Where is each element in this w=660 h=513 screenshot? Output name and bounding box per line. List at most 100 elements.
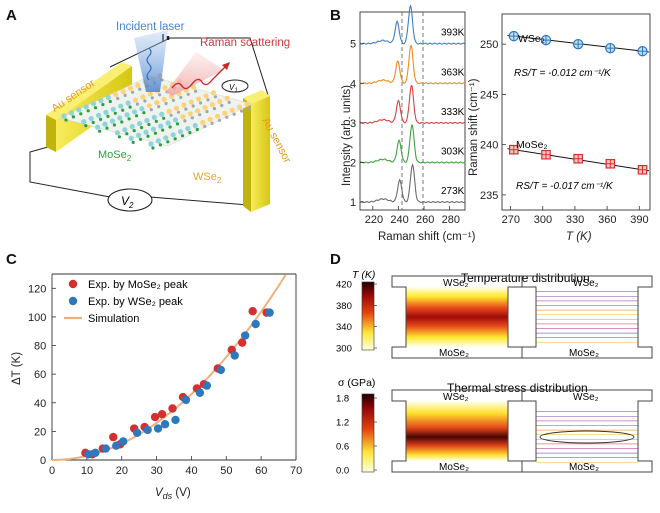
- mose2-exp-point: [109, 432, 118, 442]
- wse2-exp-point: [171, 415, 180, 425]
- c-legend: Exp. by MoSe₂ peak Exp. by WSe₂ peak Sim…: [64, 279, 188, 325]
- spectra-xtick-label: 260: [416, 214, 434, 226]
- mose2-atom: [139, 106, 145, 112]
- wse2-atom: [171, 98, 175, 102]
- voltmeter-v1: V1: [221, 79, 249, 94]
- c-ylabel: ΔT (K): [11, 352, 23, 385]
- mose2-atom: [158, 143, 162, 147]
- legend-wse2-marker: [68, 296, 78, 306]
- stress-map-device: WSe₂ MoSe₂: [391, 389, 523, 473]
- mose2-atom: [90, 101, 97, 107]
- lattice-atoms: [61, 73, 251, 150]
- wse2-atom: [135, 102, 140, 106]
- spectrum-label-363K: 363K: [441, 67, 465, 78]
- wse2-exp-point: [216, 365, 226, 375]
- wse2-atom: [200, 119, 206, 126]
- mose2-atom: [163, 135, 169, 141]
- wse2-atom: [190, 116, 194, 120]
- spectra-xtick-label: 280: [442, 214, 460, 226]
- device-outline: [521, 275, 653, 359]
- shift-ytick-label: 235: [480, 190, 498, 202]
- wse2-atom: [140, 94, 146, 100]
- mose2-atom: [122, 127, 128, 133]
- panel-c-temperature-rise: 0 10 20 30 40 50 60 70 0 20 40 60 80 100 120 Exp. by M…: [11, 273, 302, 501]
- wse2-atom: [209, 102, 215, 108]
- colorbar-tick-label: 340: [336, 322, 352, 333]
- voltmeter-v2-label: V2: [121, 194, 134, 210]
- mose2-atom: [136, 132, 142, 138]
- colorbar-tick-label: 300: [336, 344, 352, 355]
- mose2-atom: [106, 114, 110, 118]
- mose2-atom: [117, 115, 123, 121]
- wse2-atom: [188, 99, 194, 105]
- shift-ytick-label: 240: [480, 140, 498, 152]
- c-xtick-label: 50: [220, 465, 232, 477]
- device-wse2-label: WSe₂: [573, 392, 599, 403]
- wse2-atom: [154, 100, 160, 106]
- c-xtick-label: 30: [151, 465, 163, 477]
- mose2-atom: [177, 129, 184, 135]
- c-xtick-label: 60: [255, 465, 267, 477]
- wse2-atom: [130, 90, 135, 94]
- shift-frame: [501, 13, 651, 211]
- wse2-exp-point: [241, 331, 250, 340]
- temp-contour-device: WSe₂ MoSe₂: [521, 275, 653, 359]
- spectrum-333K: [359, 84, 466, 124]
- spectra-ytick-label: 1: [350, 197, 356, 209]
- c-xtick-label: 70: [290, 465, 302, 477]
- spectra-ytick-label: 5: [350, 39, 356, 51]
- mose2-atom: [112, 123, 116, 127]
- device-outline: [521, 389, 653, 473]
- panel-label-a: A: [6, 7, 17, 24]
- shift-xlabel: T (K): [566, 231, 592, 243]
- mose2-atom: [105, 126, 109, 130]
- device-mose2-label: MoSe₂: [569, 348, 599, 359]
- c-xlabel: Vds (V): [155, 487, 191, 501]
- legend-mose2-label: Exp. by MoSe₂ peak: [88, 279, 188, 291]
- wse2-atom: [212, 107, 216, 111]
- spectra-frame: [359, 11, 466, 211]
- wse2-label: WSe2: [193, 171, 222, 185]
- wse2-atom: [224, 95, 230, 101]
- c-ytick-label: 100: [28, 312, 46, 324]
- mose2-atom: [151, 114, 157, 120]
- wse2-atom: [181, 102, 187, 108]
- wse2-atom: [232, 112, 236, 116]
- c-ytick-label: 120: [28, 283, 46, 295]
- wse2-atom: [157, 105, 161, 109]
- wse2-atom: [237, 104, 243, 110]
- stress-colorbar: [361, 393, 375, 473]
- wse2-atom: [123, 93, 127, 97]
- mose2-atom: [146, 134, 150, 138]
- wse2-atom: [186, 92, 190, 96]
- temp-title: Temperature distribution: [461, 271, 590, 285]
- mose2-atom: [158, 123, 164, 129]
- wse2-atom: [158, 93, 162, 97]
- panel-label-b: B: [330, 7, 341, 24]
- panel-label-c: C: [6, 251, 17, 268]
- raman-arrowhead: [222, 62, 230, 70]
- wse2-exp-point: [181, 395, 191, 405]
- wse2-atom: [164, 101, 168, 106]
- mose2-atom: [131, 109, 138, 115]
- wse2-atom: [213, 95, 217, 99]
- wse2-atom: [227, 100, 231, 104]
- spectra-ytick-label: 4: [350, 78, 356, 90]
- mose2-atom: [98, 129, 102, 133]
- wse2-atom: [161, 96, 167, 103]
- wse2-atom: [149, 108, 153, 112]
- mose2-atom: [128, 105, 132, 109]
- shift-xtick-label: 360: [598, 214, 616, 226]
- shift-ylabel: Raman shift (cm⁻¹): [468, 78, 480, 176]
- mose2-exp-point: [168, 404, 177, 413]
- mose2-atom: [188, 131, 192, 135]
- mose2-atom: [110, 106, 116, 112]
- wse2-atom: [138, 87, 142, 91]
- wse2-atom: [179, 95, 183, 99]
- device-wse2-label: WSe₂: [443, 278, 469, 289]
- wse2-exp-point: [230, 351, 239, 360]
- mose2-atom: [113, 111, 117, 115]
- mose2-atom: [108, 99, 112, 104]
- spectrum-label-333K: 333K: [441, 107, 465, 118]
- wse2-atom: [169, 113, 173, 117]
